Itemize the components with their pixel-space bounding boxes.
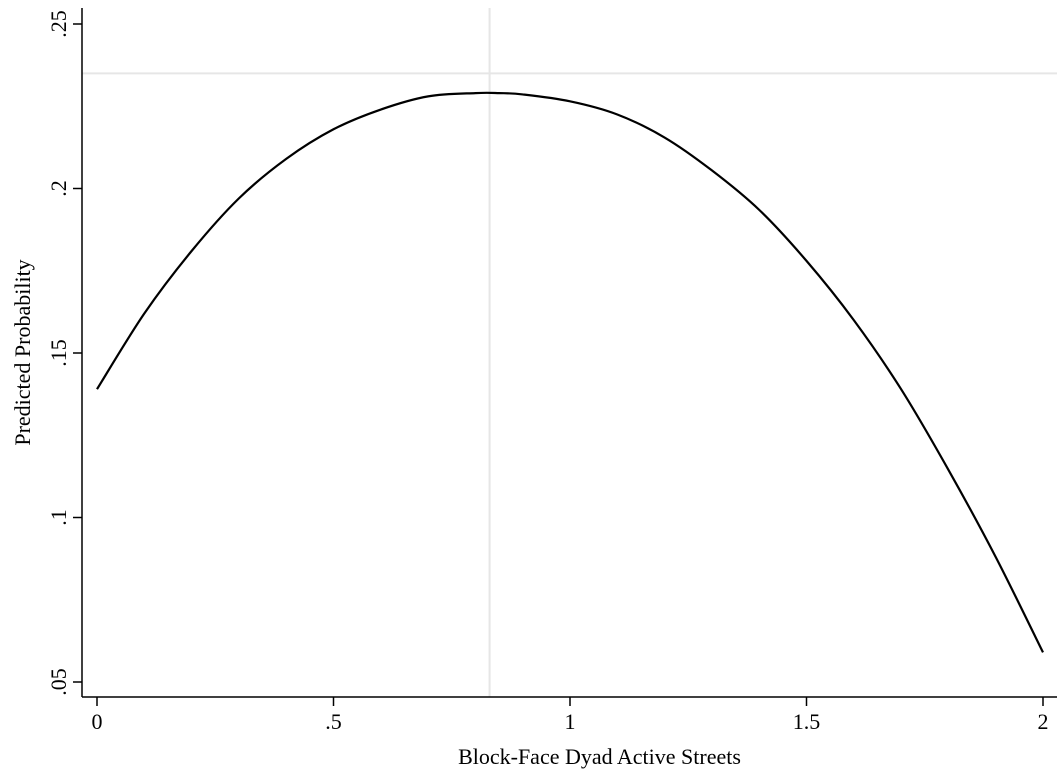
y-tick-label: .1 [46, 509, 71, 526]
x-tick-label: 1.5 [793, 709, 821, 734]
x-tick-label: 0 [92, 709, 103, 734]
y-tick-label: .05 [46, 668, 71, 696]
y-tick-label: .15 [46, 339, 71, 367]
y-axis-title: Predicted Probability [10, 259, 35, 445]
y-tick-label: .2 [46, 180, 71, 197]
x-axis-title: Block-Face Dyad Active Streets [458, 744, 741, 769]
y-axis-ticks: .05 .1 .15 .2 .25 [46, 10, 82, 696]
y-tick-label: .25 [46, 10, 71, 38]
x-axis-ticks: 0 .5 1 1.5 2 [92, 697, 1049, 734]
x-tick-label: 2 [1038, 709, 1049, 734]
reference-lines [82, 8, 1057, 697]
series-line-predicted-probability [96, 91, 1044, 653]
x-tick-label: 1 [565, 709, 576, 734]
x-tick-label: .5 [325, 709, 342, 734]
